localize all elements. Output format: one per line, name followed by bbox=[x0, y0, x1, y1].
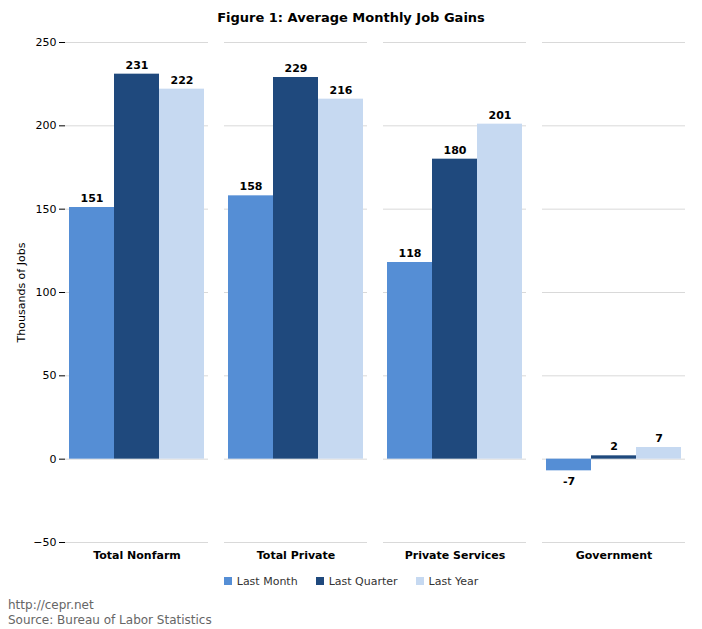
html-text:Figure 1: Average Monthly Job: Figure 1: Average Monthly Job Gains bbox=[217, 10, 485, 25]
svg-text:222: 222 bbox=[171, 74, 194, 87]
svg-text:0: 0 bbox=[50, 453, 57, 466]
svg-text:216: 216 bbox=[330, 84, 353, 97]
html-text:Source: Bureau of Labor Statis: Source: Bureau of Labor Statistics bbox=[8, 613, 212, 627]
svg-text:Thousands of Jobs: Thousands of Jobs bbox=[15, 242, 28, 343]
svg-text:229: 229 bbox=[285, 62, 308, 75]
html-text:http://cepr.net: http://cepr.net bbox=[8, 598, 94, 612]
svg-text:−50: −50 bbox=[33, 536, 56, 549]
svg-text:7: 7 bbox=[655, 432, 663, 445]
svg-text:Government: Government bbox=[576, 549, 652, 562]
svg-text:200: 200 bbox=[36, 119, 57, 132]
svg-text:-7: -7 bbox=[563, 475, 575, 488]
html-text:Last Quarter: Last Quarter bbox=[328, 574, 398, 588]
svg-text:118: 118 bbox=[399, 247, 422, 260]
html-text:Last Year: Last Year bbox=[428, 574, 479, 588]
svg-text:151: 151 bbox=[81, 192, 104, 205]
svg-text:Private Services: Private Services bbox=[405, 549, 506, 562]
svg-text:231: 231 bbox=[126, 59, 149, 72]
svg-text:100: 100 bbox=[36, 286, 57, 299]
html-text:Last Month: Last Month bbox=[236, 574, 298, 588]
svg-text:250: 250 bbox=[36, 36, 57, 49]
svg-text:201: 201 bbox=[489, 109, 512, 122]
svg-text:Total Private: Total Private bbox=[257, 549, 335, 562]
svg-text:158: 158 bbox=[240, 180, 263, 193]
svg-text:2: 2 bbox=[610, 440, 618, 453]
svg-text:150: 150 bbox=[36, 203, 57, 216]
svg-text:Total Nonfarm: Total Nonfarm bbox=[93, 549, 181, 562]
svg-text:50: 50 bbox=[43, 369, 57, 382]
svg-text:180: 180 bbox=[444, 144, 467, 157]
